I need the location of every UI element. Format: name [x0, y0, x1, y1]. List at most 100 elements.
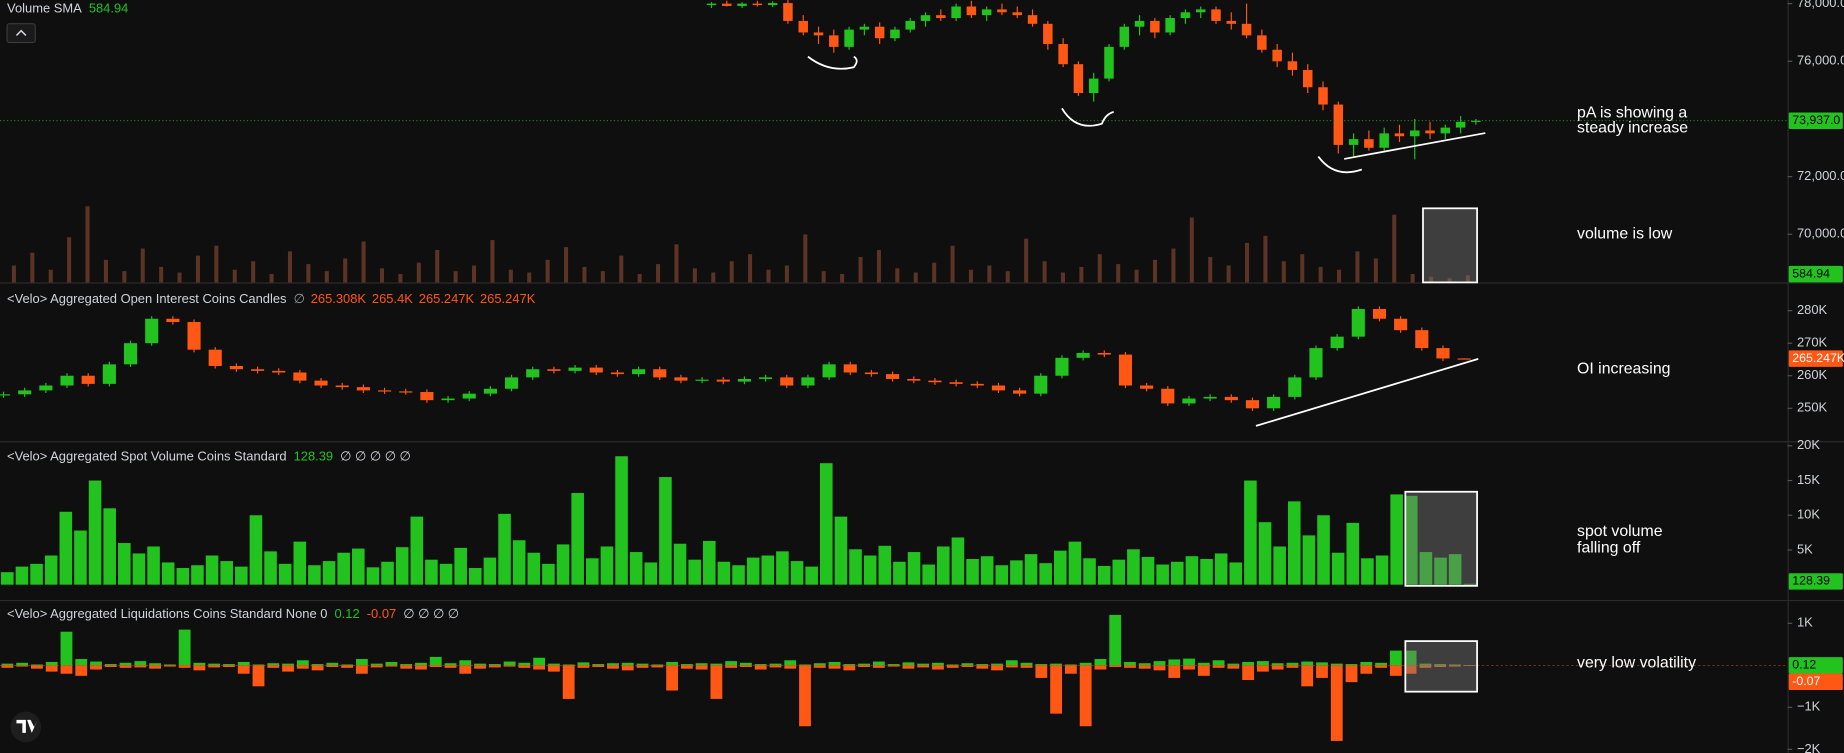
bar: [1024, 554, 1038, 585]
bar: [843, 665, 856, 671]
bar: [907, 552, 921, 585]
bar: [1050, 665, 1063, 714]
bar: [1302, 535, 1316, 585]
bar: [459, 665, 472, 674]
bar: [134, 661, 147, 666]
bar: [400, 665, 413, 669]
bar: [619, 255, 624, 283]
bar: [766, 269, 771, 283]
bar: [813, 665, 826, 668]
bar: [1242, 661, 1255, 666]
bar: [322, 561, 336, 585]
bar: [1345, 664, 1358, 666]
candle-body: [1076, 352, 1090, 358]
bar: [695, 665, 708, 670]
bar: [1226, 265, 1231, 283]
candle-body: [1425, 130, 1435, 134]
bar: [1331, 552, 1345, 585]
bar: [717, 561, 731, 585]
bar: [834, 516, 848, 585]
button-frame[interactable]: [6, 23, 36, 44]
candle-body: [441, 398, 455, 401]
bar: [490, 240, 495, 283]
bar: [278, 563, 292, 585]
bar: [326, 665, 339, 667]
bar: [31, 665, 43, 669]
bar: [858, 257, 863, 283]
candle-body: [1055, 357, 1069, 376]
bar: [191, 565, 204, 585]
bar: [59, 511, 73, 585]
candle-body: [1333, 104, 1344, 145]
bar: [370, 663, 383, 666]
bar: [922, 564, 935, 585]
bar: [1373, 258, 1378, 283]
bar: [220, 561, 233, 585]
bar: [805, 566, 818, 585]
bar: [1300, 254, 1305, 283]
candle-body: [1073, 64, 1084, 94]
bar: [205, 555, 219, 585]
bar: [1330, 663, 1343, 666]
bar: [1112, 559, 1126, 585]
header-title: <Velo> Aggregated Liquidations Coins Sta…: [7, 607, 327, 622]
bar: [1200, 558, 1213, 585]
bar: [488, 664, 501, 666]
bar: [324, 271, 329, 283]
annotation: very low volatility: [1577, 655, 1696, 672]
candle-body: [483, 388, 497, 394]
bar: [813, 663, 826, 666]
bar: [732, 565, 745, 585]
bar: [1287, 501, 1301, 585]
bar: [308, 565, 321, 585]
bar: [932, 665, 944, 670]
bar: [1361, 558, 1374, 585]
bar: [1404, 665, 1417, 674]
bar: [195, 255, 200, 283]
bar: [547, 665, 560, 672]
bar: [1005, 665, 1018, 668]
candle-body: [1348, 139, 1359, 145]
bar: [177, 272, 182, 283]
chevron-icon[interactable]: [15, 29, 27, 36]
bar: [1, 665, 14, 668]
bar: [651, 664, 664, 666]
bar: [674, 244, 679, 283]
bar: [761, 555, 775, 585]
header-value: 265.4K: [372, 291, 413, 306]
highlight-box: [1404, 640, 1478, 693]
bar: [193, 665, 206, 671]
bar: [644, 562, 658, 585]
bar: [607, 663, 619, 666]
bar: [134, 665, 147, 668]
collapse-button[interactable]: [6, 23, 36, 44]
candle-body: [526, 369, 540, 378]
price-tag-label: 128.39: [1792, 574, 1830, 588]
bar: [1258, 522, 1272, 585]
y-tick-label: 76,000.0: [1797, 53, 1844, 68]
bar: [1083, 558, 1096, 585]
bar: [629, 552, 643, 585]
y-tick-label: 15K: [1797, 472, 1820, 487]
bar: [803, 234, 808, 283]
price-tag: [1788, 673, 1843, 691]
candle-body: [780, 377, 794, 386]
hand-drawn-curve: [1317, 156, 1363, 174]
bar: [469, 568, 482, 585]
bar: [267, 663, 280, 666]
candle-body: [166, 318, 180, 323]
bar: [878, 545, 892, 585]
bar: [74, 530, 87, 585]
candle-body: [1182, 398, 1196, 404]
bar: [352, 548, 365, 585]
header-title: <Velo> Aggregated Open Interest Coins Ca…: [7, 291, 286, 306]
bar: [991, 665, 1003, 671]
candle-body: [1318, 87, 1328, 105]
bar: [223, 664, 235, 666]
bar: [966, 558, 979, 585]
candle-body: [1245, 400, 1260, 409]
candle-body: [1455, 121, 1466, 128]
bar: [343, 258, 348, 283]
candle-body: [1134, 20, 1145, 27]
bar: [1316, 665, 1328, 678]
